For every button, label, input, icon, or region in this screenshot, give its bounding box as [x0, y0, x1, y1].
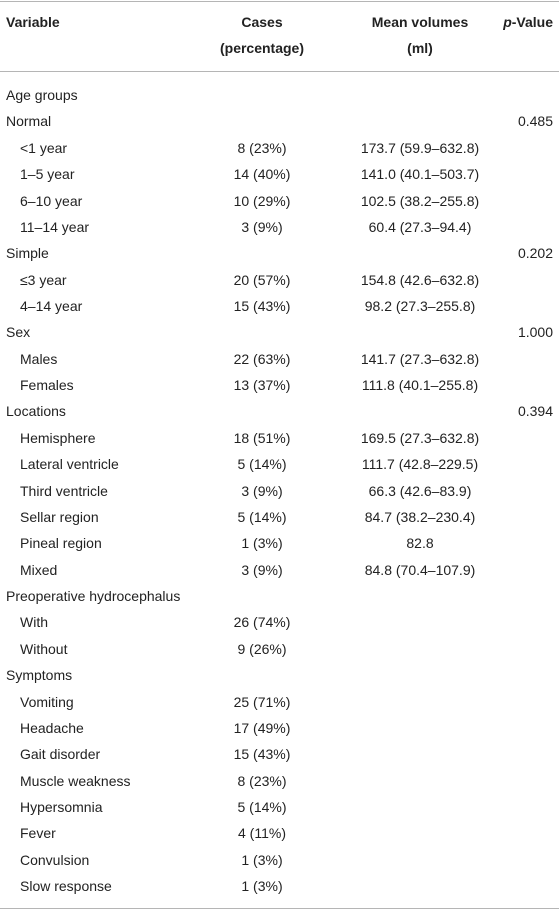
mean-volume: 102.5 (38.2–255.8): [360, 192, 480, 209]
p-value: 1.000: [517, 324, 553, 341]
mean-volume: 60.4 (27.3–94.4): [368, 218, 472, 235]
row-label: Fever: [20, 825, 56, 842]
cases: 5 (14%): [237, 799, 287, 815]
cases: 5 (14%): [237, 508, 287, 525]
mean-volume: 141.7 (27.3–632.8): [360, 350, 480, 367]
group-label: Normal: [6, 113, 52, 130]
row-label: Hypersomnia: [20, 799, 103, 815]
mean-volume: 173.7 (59.9–632.8): [360, 139, 480, 156]
group-label: Symptoms: [6, 667, 73, 684]
row-label: Convulsion: [20, 851, 90, 868]
cases: 15 (43%): [233, 746, 291, 763]
row-label: Headache: [20, 719, 84, 736]
row-label: 4–14 year: [20, 298, 83, 314]
cases: 3 (9%): [241, 561, 283, 578]
mean-volume: 169.5 (27.3–632.8): [360, 429, 480, 446]
mean-volume: 111.8 (40.1–255.8): [361, 377, 479, 394]
mean-volume: 82.8: [406, 535, 434, 552]
header-p-value: p-Value: [503, 14, 553, 30]
cases: 14 (40%): [233, 166, 291, 183]
top-rule: [0, 1, 559, 2]
header-cases: Cases: [241, 14, 283, 30]
row-label: With: [20, 614, 48, 631]
cases: 22 (63%): [233, 350, 291, 367]
row-label: 6–10 year: [20, 192, 83, 209]
row-label: Lateral ventricle: [20, 456, 119, 473]
cases: 1 (3%): [241, 535, 283, 552]
mean-volume: 84.8 (70.4–107.9): [364, 561, 476, 578]
mean-volume: 154.8 (42.6–632.8): [360, 271, 480, 288]
cases: 3 (9%): [241, 218, 283, 235]
cases: 17 (49%): [233, 719, 291, 736]
row-label: Mixed: [20, 561, 58, 578]
header-cases: (percentage): [219, 40, 305, 56]
cases: 8 (23%): [237, 139, 287, 156]
mean-volume: 98.2 (27.3–255.8): [364, 298, 476, 314]
header-mean: (ml): [407, 40, 433, 56]
bottom-rule: [0, 908, 559, 909]
cases: 13 (37%): [233, 377, 291, 394]
row-label: ≤3 year: [20, 271, 67, 288]
group-label: Locations: [6, 403, 66, 420]
row-label: Third ventricle: [20, 482, 108, 499]
p-value: 0.202: [517, 245, 553, 262]
row-label: Muscle weakness: [20, 772, 131, 789]
mean-volume: 141.0 (40.1–503.7): [360, 166, 480, 183]
row-label: 1–5 year: [20, 166, 75, 183]
p-value: 0.394: [517, 403, 553, 420]
cases: 3 (9%): [241, 482, 283, 499]
row-label: 11–14 year: [20, 218, 90, 235]
cases: 5 (14%): [237, 456, 287, 473]
group-label: Sex: [6, 324, 31, 341]
mean-volume: 84.7 (38.2–230.4): [364, 508, 476, 525]
p-value: 0.485: [517, 113, 553, 130]
cases: 25 (71%): [233, 693, 291, 710]
row-label: Without: [20, 640, 68, 657]
row-label: Sellar region: [20, 508, 99, 525]
group-label: Preoperative hydrocephalus: [6, 588, 181, 604]
cases: 9 (26%): [237, 640, 287, 657]
cases: 20 (57%): [233, 271, 291, 288]
row-label: Females: [20, 377, 74, 394]
row-label: Gait disorder: [20, 746, 101, 763]
cases: 18 (51%): [233, 429, 291, 446]
row-label: <1 year: [20, 139, 68, 156]
cases: 26 (74%): [233, 614, 291, 631]
group-label: Simple: [6, 245, 49, 262]
row-label: Hemisphere: [20, 429, 96, 446]
cases: 1 (3%): [241, 851, 283, 868]
cases: 8 (23%): [237, 772, 287, 789]
cases: 4 (11%): [238, 825, 286, 842]
row-label: Vomiting: [20, 693, 74, 710]
mean-volume: 111.7 (42.8–229.5): [361, 456, 479, 473]
row-label: Males: [20, 350, 58, 367]
cases: 10 (29%): [233, 192, 291, 209]
header-mean: Mean volumes: [371, 14, 469, 30]
group-label: Age groups: [6, 87, 78, 103]
header-rule: [0, 71, 559, 72]
cases: 15 (43%): [233, 298, 291, 314]
cases: 1 (3%): [241, 878, 283, 895]
row-label: Slow response: [20, 878, 112, 895]
header-variable: Variable: [6, 14, 60, 30]
mean-volume: 66.3 (42.6–83.9): [368, 482, 472, 499]
row-label: Pineal region: [20, 535, 102, 552]
